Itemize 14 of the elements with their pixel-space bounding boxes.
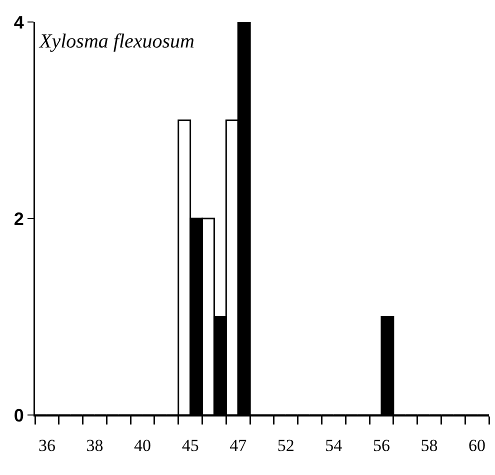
x-tick-label: 45 (182, 436, 199, 455)
x-tick-label: 36 (38, 436, 56, 455)
x-tick-label: 47 (230, 436, 248, 455)
x-tick-label: 38 (86, 436, 104, 455)
y-tick-label: 0 (14, 405, 24, 426)
chart-title: Xylosma flexuosum (38, 30, 195, 52)
y-tick-label: 4 (14, 12, 24, 32)
x-tick-label: 58 (420, 436, 438, 455)
x-tick-label: 56 (372, 436, 390, 455)
x-tick-label: 54 (325, 436, 343, 455)
x-tick-label: 40 (134, 436, 152, 455)
y-tick-label: 2 (14, 208, 24, 229)
x-tick-label: 52 (277, 436, 294, 455)
x-tick-label: 60 (468, 436, 486, 455)
